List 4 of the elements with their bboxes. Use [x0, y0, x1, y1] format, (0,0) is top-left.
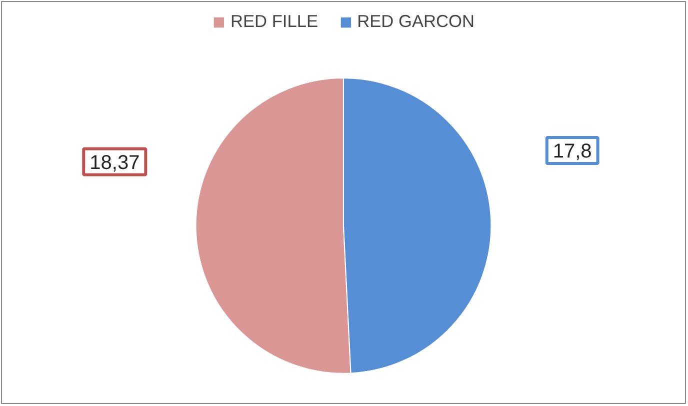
legend-label: RED GARCON	[357, 11, 475, 32]
legend-label: RED FILLE	[230, 11, 318, 32]
data-label: 18,37	[90, 152, 140, 174]
data-label: 17,8	[552, 140, 592, 162]
